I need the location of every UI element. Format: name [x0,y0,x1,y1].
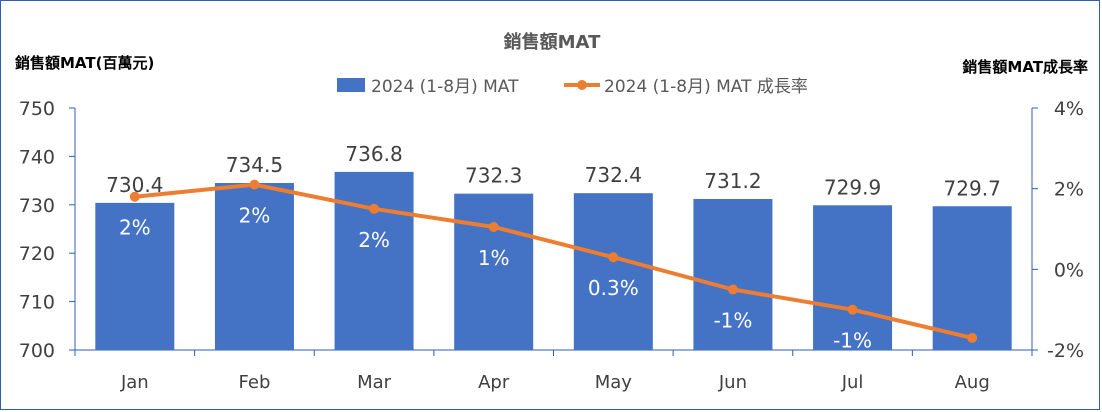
growth-point [608,252,619,263]
bar [214,183,294,350]
bar [573,193,653,350]
x-tick-label: Jul [841,372,864,393]
y2-tick-label: 2% [1054,179,1084,201]
growth-point [369,203,380,214]
line-data-labels: 2% 2% 2% 1% 0.3% -1% -1% -2% [119,204,992,381]
chart-title: 銷售額MAT [504,31,601,53]
bar-value-label: 731.2 [704,169,761,193]
y-tick-label: 750 [19,98,55,120]
legend-line-label: 2024 (1-8月) MAT 成長率 [604,77,808,97]
growth-point [129,191,140,202]
growth-point [847,304,858,315]
bar-value-label: 729.9 [824,175,881,199]
x-tick-label: Jan [120,372,149,393]
bar-value-label: 736.8 [345,142,402,166]
bar [334,171,414,350]
legend-bar-swatch [337,78,365,92]
x-tick-label: May [595,372,633,393]
x-tick-label: Aug [955,372,990,393]
bar-value-label: 729.7 [944,176,1001,200]
bar-value-label: 732.4 [585,163,642,187]
growth-point [727,284,738,295]
line-series [129,179,978,343]
x-tick-label: Feb [239,372,271,393]
legend-line-marker [577,80,587,90]
y-tick-label: 710 [19,292,55,314]
growth-value-label: 2% [358,228,390,252]
x-tick-label: Mar [357,372,392,393]
y-tick-label: 740 [19,146,55,168]
bar [95,202,175,350]
growth-value-label: 2% [119,216,151,240]
y-tick-label: 700 [19,340,55,362]
y-axis-title: 銷售額MAT(百萬元) [15,54,154,72]
bar [813,205,893,350]
y2-axis-title: 銷售額MAT成長率 [962,58,1088,76]
y2-tick-label: 4% [1054,98,1084,120]
growth-value-label: 2% [239,204,271,228]
growth-line [134,182,973,340]
y-tick-label: 730 [19,195,55,217]
bar [932,206,1012,350]
y2-tick-label: -2% [1047,340,1084,362]
bar [693,198,773,350]
growth-point [249,179,260,190]
growth-value-label: -1% [713,309,752,333]
y-tick-label: 720 [19,243,55,265]
y2-tick-label: 0% [1054,259,1084,281]
x-tick-label: Jun [718,372,747,393]
growth-value-label: -2% [953,357,992,381]
legend-bar-label: 2024 (1-8月) MAT [371,77,519,97]
bar-value-label: 732.3 [465,164,522,188]
growth-value-label: -1% [833,329,872,353]
bar-value-label: 734.5 [226,153,283,177]
bar [454,193,534,350]
growth-value-label: 1% [478,246,510,270]
growth-value-label: 0.3% [588,276,639,300]
axes: 700 710 720 730 740 750 -2% 0% 2% 4% Jan Feb Mar Apr M… [19,98,1084,393]
bar-series [95,171,1012,350]
growth-point [488,221,499,232]
legend: 2024 (1-8月) MAT 2024 (1-8月) MAT 成長率 [337,77,808,97]
growth-point [967,332,978,343]
x-tick-label: Apr [478,372,510,393]
